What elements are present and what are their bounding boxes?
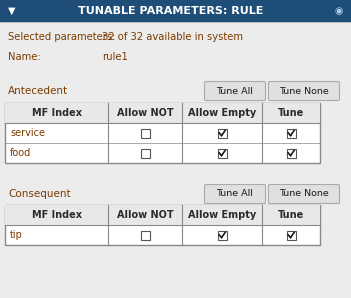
Bar — [218, 128, 226, 137]
Text: service: service — [10, 128, 45, 138]
Text: rule1: rule1 — [102, 52, 128, 62]
Text: MF Index: MF Index — [32, 108, 81, 118]
FancyBboxPatch shape — [205, 81, 265, 100]
Text: Allow NOT: Allow NOT — [117, 108, 173, 118]
Text: Allow Empty: Allow Empty — [188, 210, 256, 220]
Bar — [140, 148, 150, 158]
Bar — [5, 205, 320, 225]
Bar — [0, 0, 351, 22]
Bar — [5, 103, 320, 163]
Text: Name:: Name: — [8, 52, 41, 62]
Text: Tune: Tune — [278, 108, 304, 118]
Text: ▼: ▼ — [8, 6, 16, 16]
Bar — [5, 103, 320, 123]
Bar — [5, 205, 320, 245]
Bar — [218, 148, 226, 158]
Text: Consequent: Consequent — [8, 189, 71, 199]
Text: food: food — [10, 148, 31, 158]
Text: MF Index: MF Index — [32, 210, 81, 220]
Bar — [286, 230, 296, 240]
Text: Tune None: Tune None — [279, 190, 329, 198]
FancyBboxPatch shape — [269, 184, 339, 204]
Text: Antecedent: Antecedent — [8, 86, 68, 96]
Text: Allow NOT: Allow NOT — [117, 210, 173, 220]
Bar — [286, 128, 296, 137]
Text: Tune None: Tune None — [279, 86, 329, 95]
Text: 32 of 32 available in system: 32 of 32 available in system — [102, 32, 243, 42]
Text: ◉: ◉ — [335, 6, 343, 16]
Bar — [140, 230, 150, 240]
Text: Selected parameters:: Selected parameters: — [8, 32, 115, 42]
Text: Tune All: Tune All — [217, 190, 253, 198]
Bar — [140, 128, 150, 137]
FancyBboxPatch shape — [269, 81, 339, 100]
Text: tip: tip — [10, 230, 23, 240]
Bar — [286, 148, 296, 158]
Text: Tune: Tune — [278, 210, 304, 220]
FancyBboxPatch shape — [205, 184, 265, 204]
Text: Allow Empty: Allow Empty — [188, 108, 256, 118]
Text: Tune All: Tune All — [217, 86, 253, 95]
Bar — [218, 230, 226, 240]
Text: TUNABLE PARAMETERS: RULE: TUNABLE PARAMETERS: RULE — [78, 6, 263, 16]
